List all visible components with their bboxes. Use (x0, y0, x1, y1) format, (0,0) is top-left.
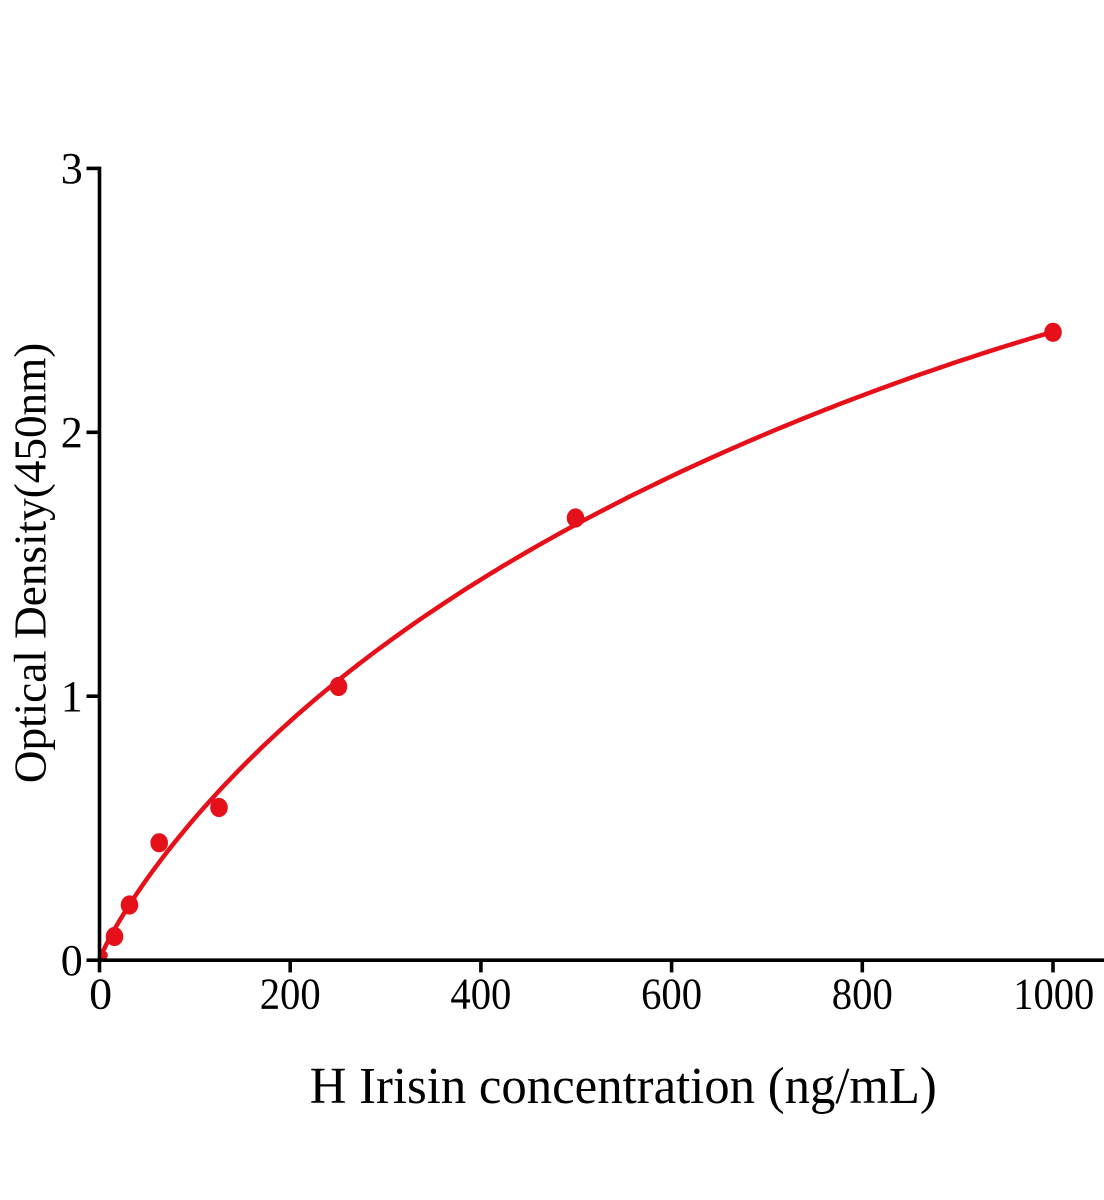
svg-text:1: 1 (61, 672, 83, 721)
svg-text:Optical Density(450nm): Optical Density(450nm) (5, 343, 55, 784)
svg-text:800: 800 (832, 969, 893, 1018)
svg-text:3: 3 (61, 144, 83, 193)
svg-text:0: 0 (61, 936, 83, 985)
svg-text:2: 2 (61, 408, 83, 457)
svg-text:200: 200 (260, 969, 321, 1018)
svg-text:0: 0 (89, 969, 112, 1018)
svg-text:600: 600 (641, 969, 702, 1018)
svg-text:H Irisin concentration (ng/mL): H Irisin concentration (ng/mL) (310, 1058, 937, 1115)
svg-text:400: 400 (450, 969, 511, 1018)
svg-text:1000: 1000 (1013, 969, 1094, 1018)
